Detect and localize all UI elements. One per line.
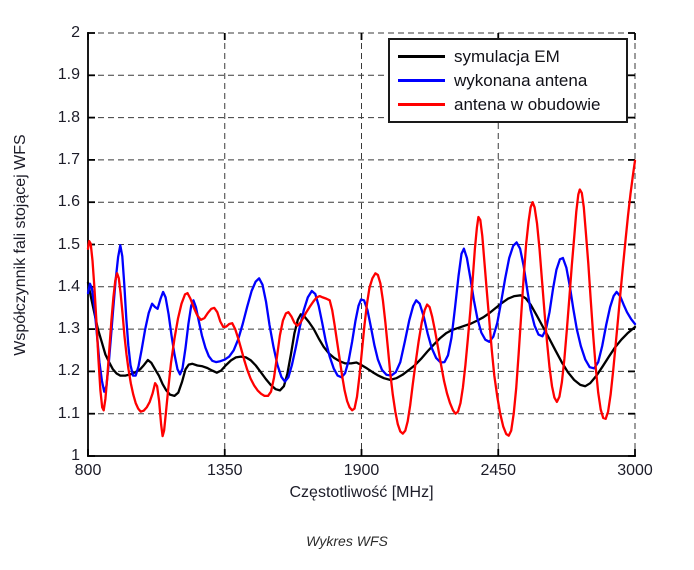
y-tick-label: 1.9	[57, 66, 80, 84]
series-line-2	[86, 159, 637, 438]
legend-label: symulacja EM	[454, 46, 560, 66]
y-tick-label: 1.2	[57, 362, 80, 380]
legend-label: wykonana antena	[454, 70, 588, 90]
y-tick-label: 1.5	[57, 235, 80, 253]
legend-row: wykonana antena	[398, 72, 618, 89]
legend: symulacja EM wykonana antena antena w obud…	[388, 38, 628, 123]
y-tick-label: 1.8	[57, 108, 80, 126]
y-tick-label: 1.6	[57, 193, 80, 211]
legend-line-sample	[398, 78, 445, 82]
legend-label: antena w obudowie	[454, 95, 601, 115]
x-tick-label: 1900	[343, 462, 380, 479]
y-tick-label: 2	[71, 24, 80, 41]
y-tick-label: 1.1	[57, 404, 80, 422]
series-line-0	[86, 281, 637, 398]
y-axis-label: Współczynnik fali stojącej WFS	[12, 133, 29, 356]
series-line-1	[86, 241, 637, 393]
x-tick-label: 1350	[206, 462, 243, 479]
y-tick-label: 1.4	[57, 277, 80, 295]
x-tick-label: 800	[74, 462, 102, 479]
legend-row: antena w obudowie	[398, 96, 618, 113]
x-axis-label: Częstotliwość [MHz]	[289, 484, 434, 501]
x-tick-label: 3000	[617, 462, 653, 479]
figure-caption: Wykres WFS	[306, 533, 388, 549]
legend-line-sample	[398, 54, 445, 58]
legend-row: symulacja EM	[398, 48, 618, 65]
y-tick-label: 1	[71, 447, 80, 464]
x-tick-label: 2450	[480, 462, 517, 479]
y-tick-label: 1.7	[57, 150, 80, 168]
y-tick-label: 1.3	[57, 320, 80, 338]
legend-line-sample	[398, 103, 445, 107]
